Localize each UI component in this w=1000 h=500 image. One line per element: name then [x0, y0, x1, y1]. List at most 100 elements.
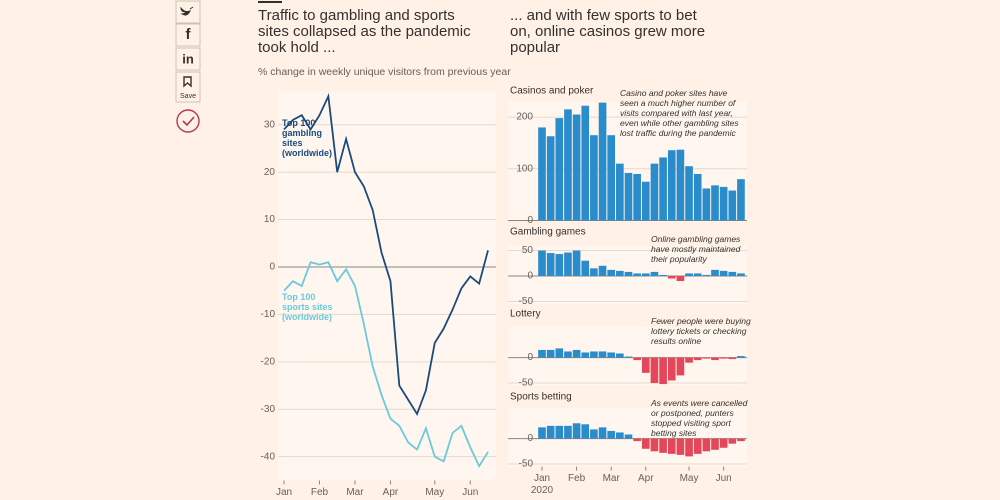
bar	[590, 268, 598, 276]
bar	[667, 357, 676, 381]
y-tick-label: -40	[261, 451, 276, 462]
twitter-icon	[180, 6, 194, 16]
bar	[650, 271, 659, 276]
x-tick-label: May	[425, 487, 444, 498]
check-icon	[182, 116, 195, 127]
bar	[702, 438, 711, 452]
bar	[633, 173, 641, 221]
twitter-button[interactable]	[175, 0, 201, 24]
bar	[693, 173, 702, 221]
bar	[633, 438, 641, 442]
bar	[685, 357, 693, 363]
bar	[555, 254, 564, 276]
bar	[538, 250, 546, 276]
facebook-button[interactable]	[175, 23, 201, 47]
x-tick-label: Jan	[276, 487, 292, 498]
annotation: As events were cancelled or postponed, p…	[651, 398, 748, 438]
save-label: Save	[180, 93, 196, 100]
bar	[581, 352, 590, 358]
bar	[633, 357, 641, 361]
bar	[546, 349, 555, 358]
bar	[728, 357, 737, 360]
line-series	[283, 92, 489, 417]
bar	[737, 356, 745, 358]
x-tick-label: Apr	[638, 473, 654, 484]
bar	[581, 105, 590, 221]
bar	[538, 349, 546, 358]
bar	[564, 252, 572, 276]
bar	[633, 273, 641, 276]
bar	[564, 351, 572, 358]
bar	[572, 250, 581, 276]
y-tick-label: 50	[522, 245, 534, 256]
bar	[667, 150, 676, 221]
bar	[538, 427, 546, 439]
bar	[607, 430, 616, 439]
bar	[667, 438, 676, 454]
bar	[641, 438, 650, 449]
x-tick-label: May	[680, 473, 699, 484]
y-tick-label: -50	[519, 296, 534, 307]
bar	[607, 352, 616, 358]
y-tick-label: 0	[527, 271, 533, 282]
bar	[598, 102, 607, 221]
linkedin-button[interactable]	[175, 47, 201, 71]
bar	[624, 172, 633, 221]
annotation: Fewer people were buying lottery tickets…	[651, 316, 751, 346]
bar	[641, 273, 650, 276]
bar	[555, 348, 564, 358]
bar	[728, 271, 737, 276]
bar	[693, 357, 702, 361]
headline-left: Traffic to gambling and sports sites col…	[258, 7, 471, 56]
y-tick-label: -30	[261, 404, 276, 415]
bar	[572, 114, 581, 221]
y-tick-label: -50	[519, 459, 534, 470]
bar	[737, 438, 745, 442]
bar	[607, 135, 616, 221]
check-button[interactable]	[176, 109, 200, 133]
subtitle: % change in weekly unique visitors from …	[258, 66, 511, 78]
bar	[685, 273, 693, 276]
save-button[interactable]	[175, 71, 201, 103]
bar	[650, 438, 659, 452]
bar	[590, 135, 598, 221]
bar	[737, 179, 745, 221]
bar	[711, 357, 719, 361]
headline-right: ... and with few sports to bet on, onlin…	[510, 7, 706, 56]
y-tick-label: 20	[264, 167, 276, 178]
bar	[590, 429, 598, 439]
y-tick-label: 0	[527, 433, 533, 444]
bar	[598, 351, 607, 358]
bar	[676, 357, 685, 376]
bar	[598, 427, 607, 439]
bar	[616, 163, 624, 221]
bar	[624, 271, 633, 276]
bar	[641, 181, 650, 221]
bar	[607, 269, 616, 276]
bar	[616, 270, 624, 276]
bar	[590, 351, 598, 358]
facebook-icon: f	[186, 26, 192, 43]
bar	[711, 269, 719, 276]
x-tick-label: Feb	[311, 487, 329, 498]
bar	[546, 425, 555, 439]
y-tick-label: -50	[519, 378, 534, 389]
line-series	[283, 261, 489, 469]
bar	[676, 149, 685, 221]
bar	[546, 136, 555, 221]
bar	[659, 438, 667, 453]
bar	[702, 357, 711, 359]
plot-area	[278, 91, 496, 481]
x-tick-label: Jan	[534, 473, 550, 484]
bar	[616, 353, 624, 358]
panel-title: Gambling games	[510, 227, 586, 238]
bar	[546, 253, 555, 276]
bar	[564, 109, 572, 221]
bar	[693, 273, 702, 276]
bar	[659, 157, 667, 221]
bar	[659, 274, 667, 276]
bar	[676, 275, 685, 282]
bar	[538, 127, 546, 221]
